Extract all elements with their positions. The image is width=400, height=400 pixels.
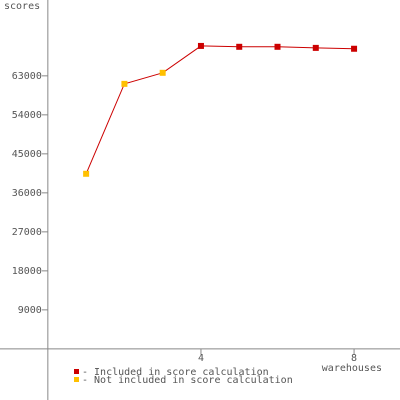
data-point [274, 43, 281, 50]
data-point [159, 69, 166, 76]
data-point [83, 170, 90, 177]
y-tick-label: 54000 [12, 110, 42, 121]
y-tick-label: 27000 [12, 227, 42, 238]
data-point [312, 44, 319, 51]
y-tick-label: 63000 [12, 71, 42, 82]
y-axis-label: scores [4, 1, 40, 12]
legend-label: - Included in score calculation [82, 367, 269, 378]
legend-label: - Not included in score calculation [82, 375, 293, 386]
data-line [85, 45, 355, 174]
legend-swatch [74, 377, 79, 382]
data-point [197, 42, 204, 49]
data-point [351, 45, 358, 52]
x-tick-label: 8 [351, 353, 357, 364]
x-axis-label: warehouses [322, 363, 382, 374]
data-point [121, 80, 128, 87]
legend-swatch [74, 369, 79, 374]
y-tick-label: 36000 [12, 188, 42, 199]
data-point [236, 43, 243, 50]
y-tick-label: 18000 [12, 266, 42, 277]
y-tick-label: 9000 [18, 305, 42, 316]
x-tick-label: 4 [198, 353, 204, 364]
y-tick-label: 45000 [12, 149, 42, 160]
